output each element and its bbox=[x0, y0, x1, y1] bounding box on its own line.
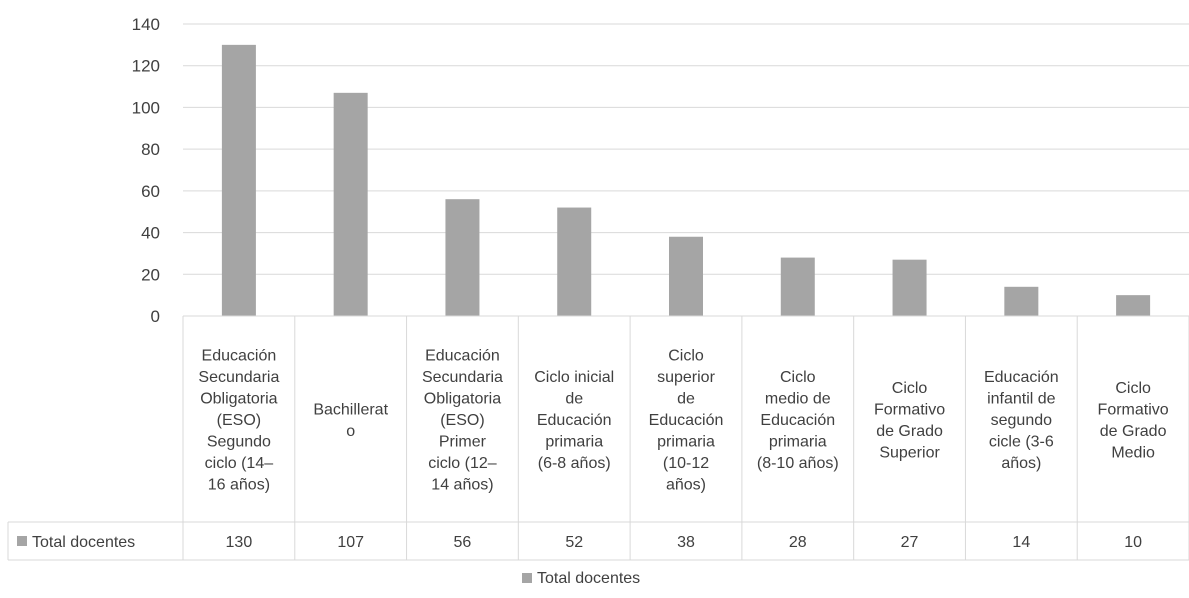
bar bbox=[1116, 295, 1151, 316]
category-label: Ciclo inicial de Educación primaria (6-8 año… bbox=[534, 369, 614, 472]
data-value-label: 107 bbox=[337, 534, 364, 551]
data-value-label: 27 bbox=[901, 534, 919, 551]
data-value-label: 10 bbox=[1124, 534, 1142, 551]
table-legend-key bbox=[17, 536, 27, 546]
category-label: Bachillerat o bbox=[313, 401, 388, 440]
category-label: Ciclo medio de Educación primaria (8-10 años… bbox=[757, 369, 839, 472]
table-series-name: Total docentes bbox=[32, 534, 135, 551]
y-tick-label: 80 bbox=[141, 140, 160, 159]
data-value-label: 38 bbox=[677, 534, 695, 551]
bar bbox=[221, 44, 256, 316]
y-tick-label: 0 bbox=[151, 307, 160, 326]
bar bbox=[892, 259, 927, 316]
data-value-label: 14 bbox=[1012, 534, 1030, 551]
y-tick-label: 100 bbox=[132, 98, 160, 117]
bar bbox=[780, 257, 815, 316]
category-label: Ciclo Formativo de Grado Superior bbox=[874, 380, 945, 462]
y-tick-label: 40 bbox=[141, 224, 160, 243]
data-value-label: 28 bbox=[789, 534, 807, 551]
y-tick-label: 120 bbox=[132, 57, 160, 76]
bar bbox=[445, 199, 480, 316]
legend-label: Total docentes bbox=[537, 570, 640, 587]
category-label: Ciclo superior de Educación primaria (10-12 añ… bbox=[649, 348, 724, 494]
y-tick-label: 140 bbox=[132, 15, 160, 34]
data-value-label: 52 bbox=[565, 534, 583, 551]
bar bbox=[1004, 286, 1039, 316]
category-label: Ciclo Formativo de Grado Medio bbox=[1098, 380, 1169, 462]
data-value-label: 130 bbox=[226, 534, 253, 551]
bar bbox=[333, 92, 368, 316]
data-value-label: 56 bbox=[454, 534, 472, 551]
bar bbox=[557, 207, 592, 316]
category-label: Educación Secundaria Obligatoria (ESO) Prime… bbox=[422, 348, 503, 494]
y-tick-label: 60 bbox=[141, 182, 160, 201]
y-tick-label: 20 bbox=[141, 265, 160, 284]
legend-key bbox=[522, 573, 532, 583]
bar bbox=[669, 236, 703, 316]
category-label: Educación Secundaria Obligatoria (ESO) Segun… bbox=[198, 348, 279, 494]
category-label: Educación infantil de segundo cicle (3-6 año… bbox=[984, 369, 1059, 472]
